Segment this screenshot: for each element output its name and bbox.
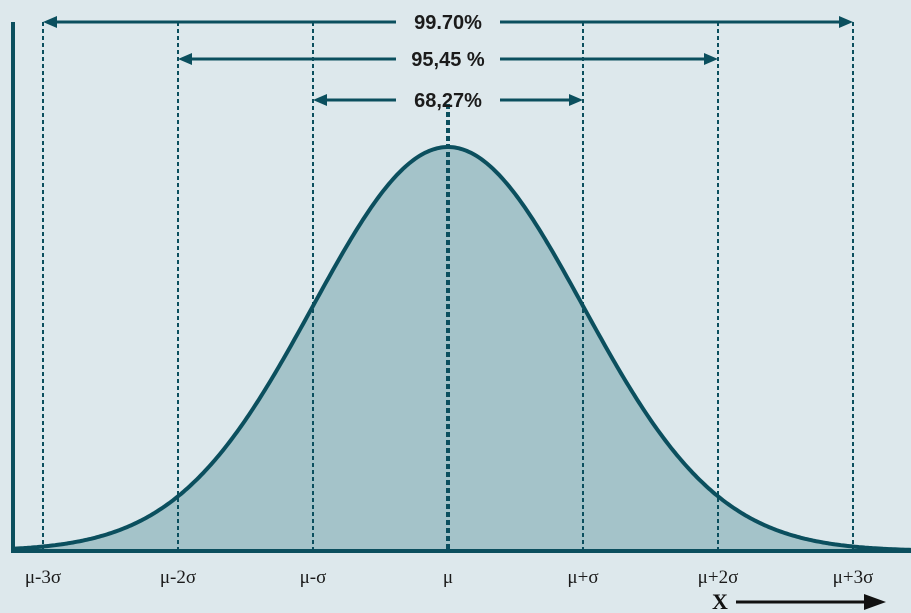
curve-area-fill xyxy=(13,147,911,551)
interval-arrow-right-head xyxy=(839,16,853,28)
interval-label: 68,27% xyxy=(414,90,482,112)
x-axis-arrow xyxy=(736,594,886,610)
interval-arrow-left-head xyxy=(178,53,192,65)
interval-arrow: 95,45 % xyxy=(178,49,718,71)
x-tick-label: μ-3σ xyxy=(25,567,61,588)
interval-arrow: 68,27% xyxy=(313,90,583,112)
interval-arrow-left-head xyxy=(43,16,57,28)
interval-arrow: 99.70% xyxy=(43,12,853,34)
sigma-guide-lines xyxy=(42,22,854,551)
x-tick-label: μ+2σ xyxy=(698,567,739,588)
interval-label: 95,45 % xyxy=(411,49,485,71)
density-curve xyxy=(12,145,911,552)
x-tick-label: μ-σ xyxy=(300,567,327,588)
interval-arrow-right-head xyxy=(704,53,718,65)
interval-arrow-left-head xyxy=(313,94,327,106)
x-tick-label: μ xyxy=(443,567,453,588)
interval-label: 99.70% xyxy=(414,12,482,34)
interval-arrow-right-head xyxy=(569,94,583,106)
interval-arrows: 99.70% 95,45 % 68,27% xyxy=(43,12,853,112)
x-tick-label: μ+3σ xyxy=(833,567,874,588)
x-tick-label: μ-2σ xyxy=(160,567,196,588)
x-tick-label: μ+σ xyxy=(567,567,598,588)
x-tick-labels: μ-3σ μ-2σ μ-σ μ μ+σ μ+2σ μ+3σ xyxy=(25,567,873,588)
x-axis-label: X xyxy=(712,589,728,613)
